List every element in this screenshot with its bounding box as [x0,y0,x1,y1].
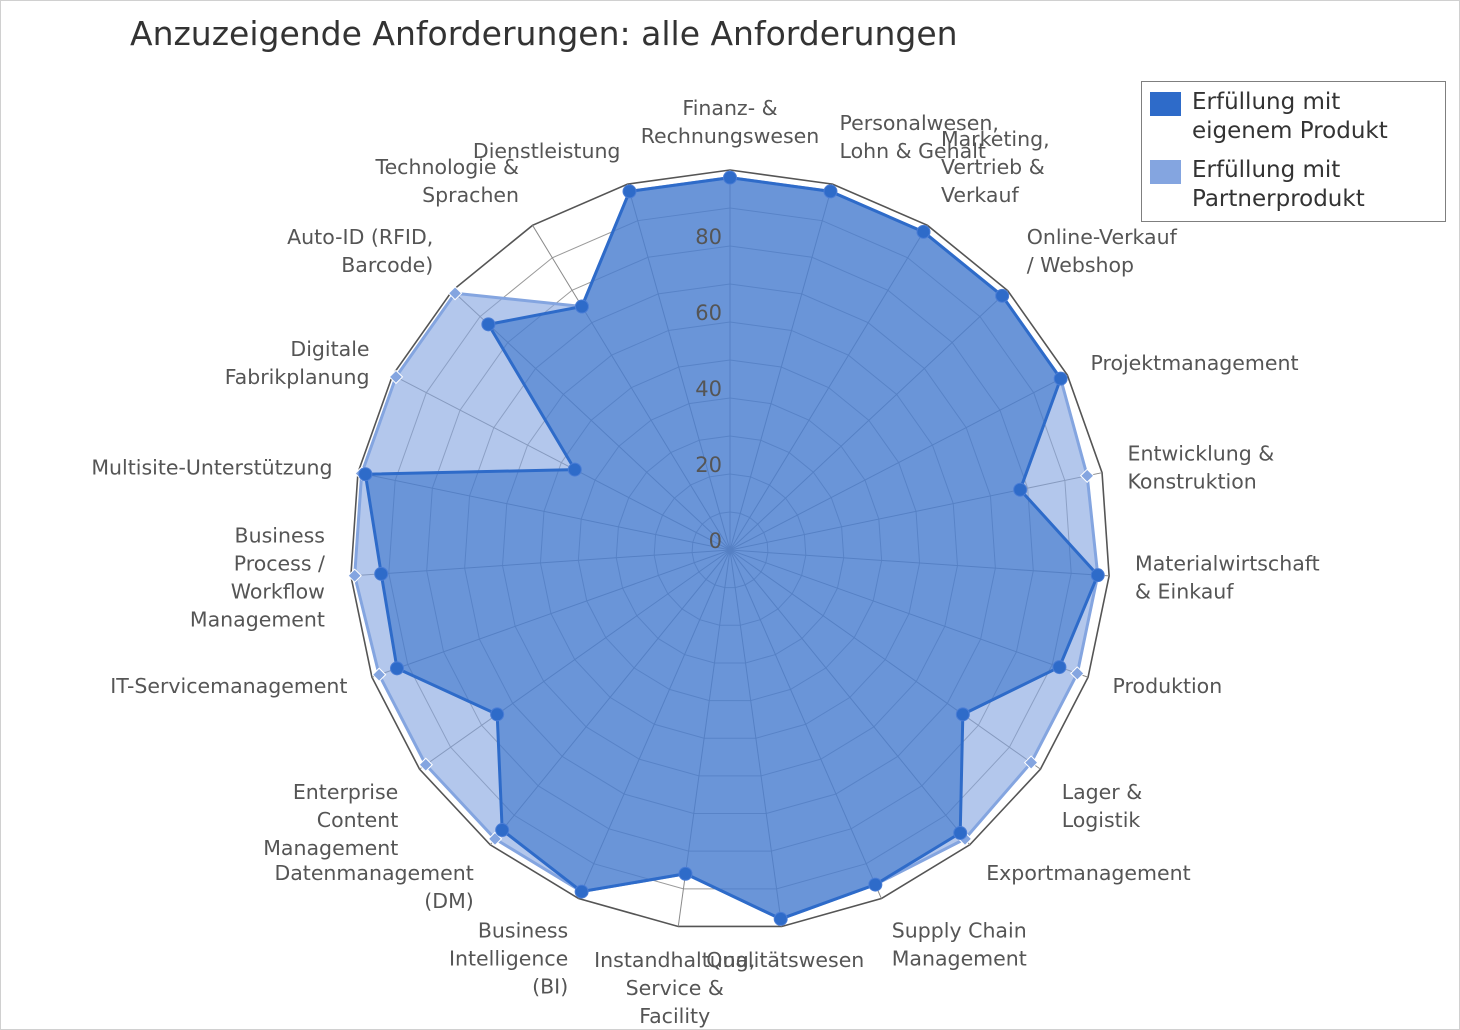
data-point-own-product [1090,568,1105,583]
category-label: Instandhaltung,Service &FacilityManageme… [594,948,755,1030]
data-point-own-product [574,884,589,899]
chart-title: Anzuzeigende Anforderungen: alle Anforde… [130,14,958,53]
data-point-own-product [481,317,496,332]
series-own-product [358,170,1105,926]
data-point-own-product [567,462,582,477]
legend-swatch-partner-product [1150,160,1181,184]
radial-tick-label: 80 [695,225,722,249]
data-point-partner-product [1023,755,1039,770]
data-point-partner-product [418,757,433,772]
category-label: IT-Servicemanagement [110,674,347,698]
category-label: Produktion [1113,674,1223,698]
category-label: Enterprise Content Management [263,780,398,860]
category-label: Marketing, Vertrieb & Verkauf [941,127,1050,207]
category-labels: Finanz- & Rechnungswesen Personalwesen, Loh… [91,96,1320,1030]
data-point-own-product [490,707,505,722]
radar-outer-ring [350,169,1110,928]
category-label: Business Process / Workflow Management [190,524,325,632]
data-point-own-product [953,825,968,840]
category-label: Materialwirtschaft & Einkauf [1135,552,1320,604]
category-label: Finanz- & Rechnungswesen [641,96,820,148]
data-point-partner-product [1079,468,1095,483]
radial-tick-label: 40 [695,377,722,401]
data-point-partner-product [347,568,362,583]
data-point-own-product [678,866,693,881]
data-point-own-product [574,299,589,314]
category-label: Online-Verkauf / Webshop [1027,225,1178,277]
series-area-own-product [363,176,1100,921]
data-point-own-product [723,170,737,185]
data-point-own-product [773,911,788,926]
data-point-own-product [390,661,405,676]
data-point-own-product [823,184,838,199]
category-label: Business Intelligence (BI) [449,918,568,998]
category-label: Supply Chain Management [892,918,1027,970]
category-label: Lager & Logistik [1062,780,1143,832]
data-point-own-product [1053,371,1068,386]
category-label: Projektmanagement [1090,351,1298,375]
category-label: Qualitätswesen [706,948,864,972]
radial-tick-label: 20 [695,453,722,477]
legend-swatch-own-product [1150,92,1181,116]
data-point-partner-product [388,369,404,385]
category-label: Dienstleistung [473,139,621,163]
data-point-own-product [955,707,970,722]
category-label: Technologie & Sprachen [375,155,520,207]
data-point-own-product [374,566,389,581]
category-label: Auto-ID (RFID, Barcode) [287,225,433,277]
data-point-own-product [1052,660,1067,675]
category-label: Entwicklung & Konstruktion [1128,441,1275,493]
radial-tick-label: 0 [709,529,722,553]
data-point-own-product [358,467,373,482]
data-point-own-product [1013,482,1028,497]
category-label: Exportmanagement [986,861,1190,885]
legend: Erfüllung mit eigenem Produkt Erfüllung … [1141,81,1446,222]
data-point-own-product [868,877,883,892]
radial-tick-label: 60 [695,301,722,325]
data-point-own-product [495,823,510,838]
category-label: Multisite-Unterstützung [91,455,332,479]
data-point-partner-product [371,667,387,682]
data-point-own-product [995,288,1010,303]
data-point-partner-product [447,286,463,301]
category-label: Digitale Fabrikplanung [225,337,370,389]
data-point-own-product [622,184,637,199]
legend-label-partner-product: Erfüllung mit Partnerprodukt [1192,157,1365,212]
category-label: Datenmanagement (DM) [274,861,473,913]
radial-axis-ticks: 0 20 40 60 80 [695,225,722,553]
data-point-partner-product [1070,666,1085,681]
data-point-own-product [916,224,931,239]
legend-label-own-product: Erfüllung mit eigenem Produkt [1192,89,1388,144]
category-label: Personalwesen, Lohn & Gehalt [840,111,999,163]
